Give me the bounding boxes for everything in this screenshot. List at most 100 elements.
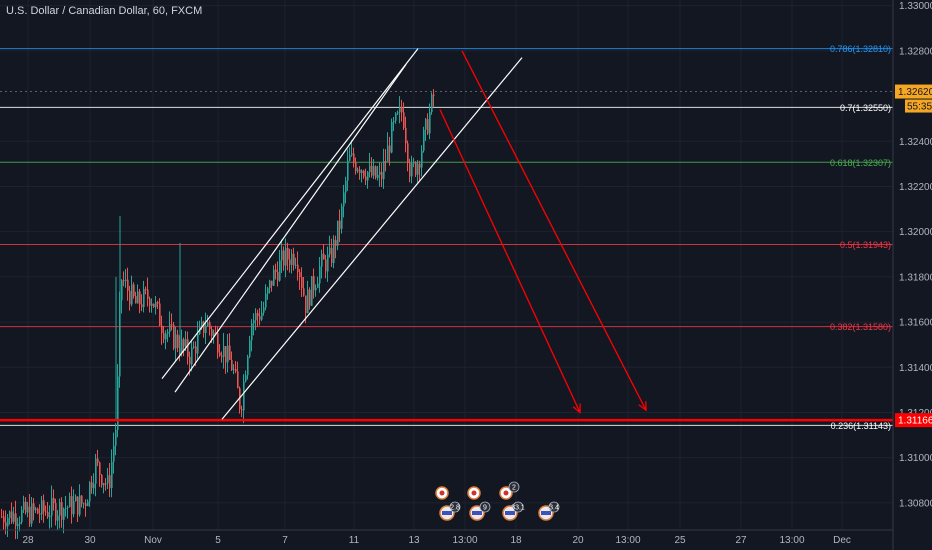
candle-body: [217, 333, 219, 353]
candle-body: [333, 239, 335, 264]
last-price-bg: [895, 84, 932, 99]
event-marker[interactable]: 33.1: [502, 501, 525, 521]
candle-body: [83, 503, 85, 505]
candle-body: [343, 192, 345, 207]
candle-body: [149, 298, 151, 306]
time-tick-label: 13:00: [452, 535, 477, 546]
candle-body: [345, 180, 347, 193]
candle-body: [317, 283, 319, 288]
candle-body: [133, 284, 135, 296]
candle-body: [175, 334, 177, 349]
candle-body: [127, 279, 129, 291]
candle-body: [339, 220, 341, 229]
candle-body: [155, 302, 157, 308]
candle-body: [181, 339, 183, 353]
candle-body: [201, 321, 203, 327]
candle-body: [359, 169, 361, 174]
candle-body: [299, 272, 301, 278]
price-tick-label: 1.30800: [899, 498, 932, 509]
event-marker[interactable]: 2.8: [439, 501, 461, 521]
candle-body: [141, 304, 143, 308]
event-marker[interactable]: 9: [469, 501, 491, 521]
event-marker[interactable]: [467, 486, 481, 500]
support-price-bg: [895, 413, 932, 428]
candle-body: [5, 522, 7, 527]
candle-body: [117, 376, 119, 430]
candle-body: [57, 515, 59, 521]
candle-body: [33, 503, 35, 511]
candle-body: [165, 333, 167, 340]
candle-body: [309, 289, 311, 306]
event-flag-dot: [503, 490, 509, 496]
candle-body: [379, 172, 381, 175]
candle-body: [245, 375, 247, 382]
candle-body: [61, 502, 63, 520]
projection-arrow-head: [638, 401, 647, 412]
candle-body: [39, 513, 41, 515]
candle-body: [131, 284, 133, 305]
projection-arrow-line: [461, 50, 647, 411]
price-tick-label: 1.31800: [899, 272, 932, 283]
candle-body: [219, 352, 221, 356]
us-flag-stripe: [505, 511, 515, 515]
price-tick-label: 1.32000: [899, 227, 932, 238]
candle-body: [113, 445, 115, 462]
candle-body: [273, 269, 275, 286]
candle-body: [381, 172, 383, 180]
candle-body: [47, 512, 49, 518]
time-tick-label: 13:00: [779, 535, 804, 546]
candle-body: [171, 324, 173, 326]
candle-body: [255, 313, 257, 321]
candle-body: [121, 280, 123, 301]
candle-body: [189, 356, 191, 365]
candle-body: [139, 291, 141, 305]
price-axis[interactable]: 1.33000 1.32800 1.32400 1.32200 1.32000 1.318…: [892, 0, 932, 550]
candle-body: [53, 498, 55, 504]
candle-body: [391, 122, 393, 153]
candle-body: [137, 291, 139, 304]
candle-body: [351, 153, 353, 156]
candle-body: [373, 166, 375, 176]
candle-body: [147, 289, 149, 299]
candle-body: [183, 339, 185, 347]
candle-body: [65, 507, 67, 509]
candle-body: [41, 500, 43, 515]
candle-body: [361, 170, 363, 174]
candle-body: [429, 112, 431, 134]
event-marker[interactable]: [435, 486, 449, 500]
event-marker[interactable]: 3.4: [538, 501, 560, 521]
candle-body: [423, 129, 425, 151]
candle-body: [233, 369, 235, 371]
candle-body: [419, 163, 421, 168]
time-tick-label: 5: [215, 535, 221, 546]
time-axis[interactable]: 28 30 Nov 5 7 11 13 13:00 18 20 13:00 25 27 13:00 Dec: [0, 529, 893, 546]
economic-events[interactable]: 2 2.8 9 33.1 3.4: [435, 481, 560, 521]
fib-level-label: 0.7(1.32550): [840, 103, 891, 113]
candle-body: [323, 253, 325, 260]
candle-body: [369, 165, 371, 173]
candle-body: [385, 160, 387, 162]
event-count-badge: [508, 481, 520, 493]
time-tick-label: 28: [22, 535, 34, 546]
event-flag-dot: [471, 490, 477, 496]
candle-body: [207, 322, 209, 326]
candle-body: [105, 483, 107, 485]
event-marker[interactable]: 2: [499, 481, 520, 500]
us-flag-stripe: [442, 511, 452, 515]
candle-body: [55, 503, 57, 521]
candle-body: [287, 247, 289, 260]
price-tick-label: 1.32800: [899, 46, 932, 57]
drawings: [0, 48, 893, 422]
time-tick-label: 7: [282, 535, 288, 546]
candle-body: [321, 253, 323, 267]
event-count: 3.4: [549, 505, 559, 512]
candle-body: [49, 515, 51, 518]
candle-body: [9, 511, 11, 518]
candle-body: [15, 513, 17, 526]
candle-body: [37, 508, 39, 514]
candle-body: [93, 483, 95, 489]
event-count-badge: [548, 501, 560, 513]
candle-body: [329, 247, 331, 255]
event-count: 9: [483, 505, 487, 512]
